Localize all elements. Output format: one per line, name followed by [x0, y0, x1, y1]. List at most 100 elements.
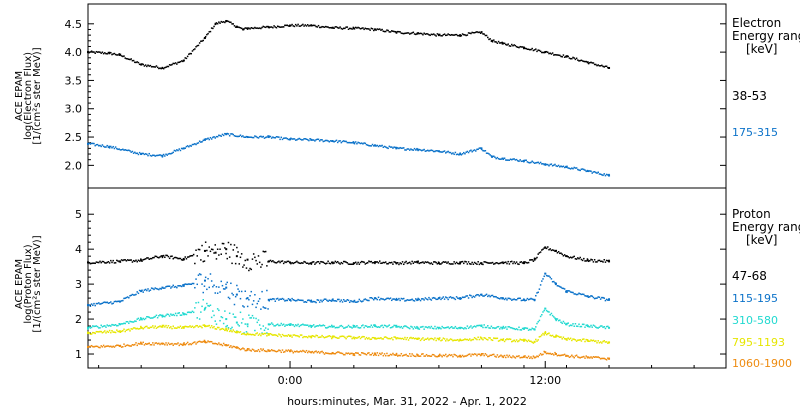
data-point [608, 67, 610, 69]
data-point [499, 298, 501, 300]
data-point [146, 65, 148, 68]
data-point [155, 154, 158, 157]
data-point [195, 278, 197, 280]
data-point [298, 325, 301, 328]
data-point [482, 33, 484, 35]
data-point [414, 298, 417, 300]
data-point [521, 262, 524, 264]
data-point [297, 261, 299, 264]
data-point [518, 297, 520, 299]
data-point [119, 261, 122, 263]
data-point [406, 262, 409, 265]
data-point [562, 336, 565, 338]
data-point [108, 51, 111, 54]
data-point [522, 46, 525, 49]
data-point [239, 134, 242, 136]
data-point [555, 165, 557, 167]
data-point [234, 346, 237, 349]
data-point [100, 324, 102, 327]
data-point [140, 325, 142, 328]
data-point [126, 259, 129, 261]
data-point [107, 345, 110, 347]
data-point [284, 261, 286, 263]
data-point [143, 326, 146, 329]
data-point [548, 275, 550, 277]
data-point [108, 329, 111, 332]
data-point [411, 353, 413, 355]
data-point [470, 263, 472, 265]
data-point [599, 298, 602, 300]
data-point [286, 137, 289, 140]
data-point [398, 263, 400, 266]
proton-legend-entry-1060-1900: 1060-1900 [732, 357, 792, 370]
data-point [431, 263, 434, 265]
data-point [429, 327, 431, 329]
data-point [458, 340, 460, 342]
data-point [526, 161, 529, 163]
data-point [489, 337, 491, 339]
data-point [182, 344, 184, 347]
data-point [590, 170, 592, 173]
data-point [476, 263, 478, 265]
data-point [194, 326, 196, 328]
data-point [200, 40, 202, 42]
electron-legend-title-3: [keV] [746, 42, 777, 56]
data-point [508, 263, 511, 265]
data-point [506, 44, 508, 46]
data-point [124, 149, 126, 151]
data-point [260, 327, 262, 330]
data-point [524, 355, 526, 357]
data-point [303, 324, 305, 326]
data-point [344, 260, 346, 263]
data-point [568, 338, 571, 341]
data-point [92, 262, 94, 264]
data-point [296, 324, 298, 327]
data-point [416, 353, 418, 356]
data-point [330, 140, 333, 142]
data-point [186, 326, 189, 328]
data-point [375, 325, 377, 328]
data-point [92, 331, 94, 334]
data-point [230, 327, 232, 330]
data-point [96, 325, 99, 328]
data-point [286, 324, 289, 326]
data-point [565, 290, 568, 293]
data-point [267, 349, 269, 351]
data-point [154, 342, 156, 344]
data-point [601, 174, 603, 176]
data-point [542, 311, 544, 313]
electron-ylabel-line-1: ACE EPAM [14, 71, 25, 121]
data-point [513, 44, 515, 46]
data-point [171, 152, 173, 154]
data-point [502, 356, 505, 359]
data-point [230, 133, 232, 135]
data-point [555, 249, 557, 252]
data-point [186, 256, 189, 258]
data-point [497, 340, 500, 342]
data-point [557, 335, 560, 338]
data-point [490, 354, 493, 357]
data-point [400, 32, 403, 34]
data-point [130, 345, 132, 347]
data-point [381, 338, 383, 340]
data-point [305, 262, 308, 264]
data-point [227, 296, 230, 299]
data-point [602, 65, 604, 68]
data-point [383, 299, 386, 301]
data-point [159, 325, 161, 327]
data-point [428, 354, 430, 357]
data-point [144, 325, 147, 328]
data-point [374, 297, 376, 300]
data-point [208, 341, 211, 343]
data-point [523, 338, 525, 341]
data-point [239, 331, 242, 333]
data-point [102, 344, 105, 347]
data-point [281, 333, 284, 336]
data-point [130, 151, 132, 153]
data-point [422, 337, 424, 339]
data-point [352, 336, 355, 339]
electron-legend-title-2: Energy ranges [732, 29, 800, 43]
data-point [263, 251, 266, 253]
data-point [225, 283, 227, 286]
data-point [471, 353, 473, 356]
